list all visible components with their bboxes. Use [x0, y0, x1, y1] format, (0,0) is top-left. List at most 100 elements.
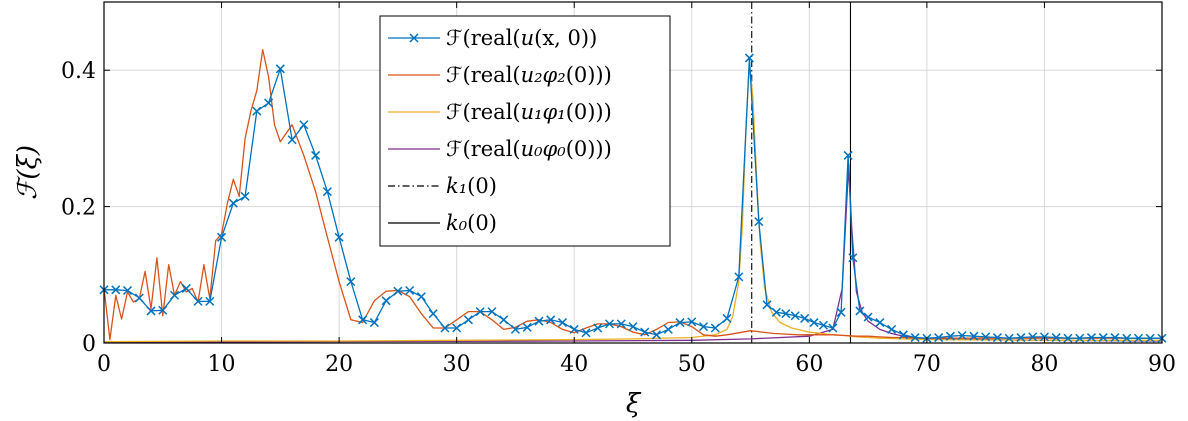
- x-tick-label: 0: [97, 352, 111, 377]
- y-tick-label: 0.2: [61, 196, 96, 221]
- data-point: [393, 286, 403, 296]
- data-point: [111, 285, 121, 295]
- data-point: [252, 106, 262, 116]
- data-point: [1039, 332, 1049, 342]
- data-point: [616, 319, 626, 329]
- x-tick-label: 70: [913, 352, 941, 377]
- data-point: [604, 319, 615, 329]
- data-point: [122, 285, 133, 296]
- series-line: [103, 49, 1162, 341]
- data-point: [934, 333, 944, 343]
- data-point: [334, 232, 344, 242]
- data-point: [687, 317, 697, 327]
- data-point: [1063, 333, 1073, 343]
- data-point: [311, 150, 321, 160]
- data-point: [699, 322, 709, 332]
- data-point: [358, 315, 368, 325]
- data-point: [651, 330, 662, 340]
- legend-marker: [409, 33, 419, 43]
- x-tick-label: 20: [325, 352, 353, 377]
- data-point: [416, 292, 426, 302]
- series-layer: [99, 49, 1167, 343]
- data-point: [734, 272, 744, 282]
- data-point: [790, 311, 800, 321]
- y-axis-label: ℱ(ξ): [13, 145, 43, 200]
- data-point: [898, 330, 908, 340]
- data-point: [800, 313, 810, 323]
- data-point: [193, 296, 203, 306]
- legend-label: ℱ(real(u₂φ₂(0))): [446, 63, 612, 87]
- x-tick-label: 40: [560, 352, 588, 377]
- data-point: [299, 120, 309, 130]
- legend-label: ℱ(real(u₀φ₀(0))): [446, 137, 612, 161]
- data-point: [146, 306, 156, 316]
- data-point: [1110, 333, 1120, 343]
- data-point: [744, 53, 754, 63]
- legend-label: ℱ(real(u₁φ₁(0))): [446, 100, 612, 124]
- data-point: [887, 324, 897, 334]
- data-point: [762, 300, 772, 310]
- data-point: [843, 150, 853, 160]
- data-point: [546, 315, 556, 325]
- data-point: [640, 327, 650, 337]
- data-point: [754, 217, 764, 227]
- data-point: [405, 285, 415, 296]
- data-point: [863, 312, 873, 322]
- data-point: [992, 333, 1002, 343]
- data-point: [875, 318, 885, 328]
- data-point: [781, 309, 791, 319]
- plot-frame: [103, 1, 1163, 344]
- data-point: [818, 320, 828, 330]
- x-tick-label: 80: [1030, 352, 1058, 377]
- data-point: [557, 318, 567, 328]
- legend-box: [379, 15, 671, 247]
- data-point: [945, 331, 955, 341]
- data-point: [499, 315, 509, 325]
- x-tick-label: 30: [443, 352, 471, 377]
- data-point: [346, 277, 356, 287]
- data-point: [1004, 333, 1014, 343]
- legend-label: k₀(0): [446, 211, 497, 235]
- data-point: [836, 307, 846, 317]
- data-point: [910, 333, 920, 343]
- data-point: [593, 323, 603, 333]
- data-point: [287, 135, 297, 145]
- x-axis-label: ξ: [626, 389, 642, 419]
- data-point: [1051, 333, 1061, 343]
- data-point: [710, 323, 720, 333]
- data-point: [510, 324, 520, 334]
- data-point: [205, 296, 215, 306]
- data-point: [381, 296, 391, 306]
- data-point: [569, 324, 579, 334]
- data-point: [522, 322, 532, 332]
- data-point: [1098, 333, 1108, 343]
- data-point: [1086, 333, 1097, 343]
- data-point: [981, 332, 991, 342]
- data-point: [440, 323, 450, 333]
- data-point: [463, 315, 473, 325]
- data-point: [275, 64, 285, 74]
- data-point: [158, 305, 168, 315]
- data-point: [1016, 333, 1026, 343]
- data-point: [475, 307, 485, 317]
- data-point: [969, 331, 979, 341]
- data-point: [1145, 333, 1155, 343]
- data-point: [771, 307, 781, 317]
- x-tick-label: 90: [1148, 352, 1176, 377]
- legend-label: ℱ(real(u(x, 0)): [446, 26, 597, 50]
- data-point: [1133, 333, 1144, 343]
- data-point: [828, 323, 838, 333]
- data-point: [581, 328, 591, 338]
- data-point: [181, 283, 191, 293]
- data-point: [675, 318, 685, 328]
- data-point: [217, 232, 227, 242]
- data-point: [1122, 333, 1132, 343]
- legend-label: k₁(0): [446, 174, 497, 198]
- axis-ticks: 0 10 20 30 40 50 60 70 80 90 0 0.2 0.4: [61, 2, 1176, 377]
- data-point: [1075, 333, 1085, 343]
- data-point: [452, 323, 462, 333]
- data-point: [170, 290, 180, 300]
- data-point: [848, 253, 858, 263]
- data-point: [855, 306, 865, 316]
- data-point: [134, 293, 144, 303]
